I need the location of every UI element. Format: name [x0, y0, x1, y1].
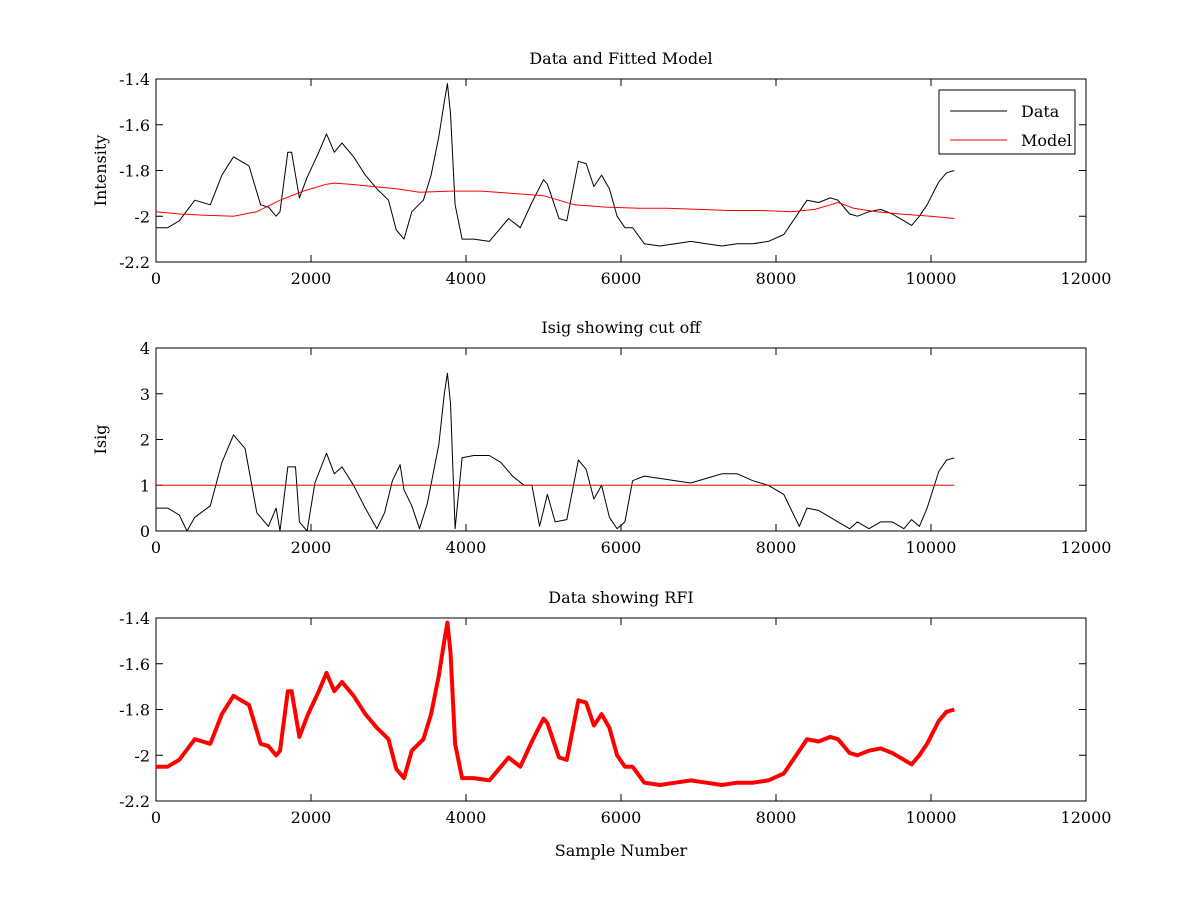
x-tick-label: 8000 [756, 808, 797, 827]
subplot-2: 0 2000 4000 6000 8000 10000 12000 0 1 2 3 4 Isig sho… [91, 318, 1111, 557]
x-tick-label: 10000 [906, 538, 957, 557]
subplot-3: 0 2000 4000 6000 8000 10000 12000 -2.2 -2 -1.8 -1.… [119, 588, 1111, 827]
subplot-title: Isig showing cut off [541, 318, 702, 337]
axes-box [155, 78, 1087, 263]
x-tick-label: 6000 [601, 269, 642, 288]
axes-box [155, 347, 1087, 532]
legend-label-data: Data [1021, 102, 1060, 121]
x-tick-label: 2000 [291, 808, 332, 827]
y-tick-label: -1.6 [119, 116, 150, 135]
y-axis-label: Isig [91, 425, 110, 455]
x-tick-label: 4000 [446, 269, 487, 288]
legend-label-model: Model [1021, 131, 1072, 150]
y-tick-label: 2 [140, 431, 150, 450]
x-tick-label: 2000 [291, 269, 332, 288]
x-tick-label: 12000 [1061, 808, 1112, 827]
x-tick-label: 8000 [756, 538, 797, 557]
y-tick-label: -1.8 [119, 701, 150, 720]
y-tick-label: -2.2 [119, 792, 150, 811]
y-tick-label: -1.6 [119, 655, 150, 674]
y-tick-label: 1 [140, 476, 150, 495]
x-tick-label: 4000 [446, 538, 487, 557]
y-tick-label: -2 [134, 207, 150, 226]
x-tick-label: 0 [151, 808, 161, 827]
x-tick-label: 8000 [756, 269, 797, 288]
series-line-1 [156, 372, 955, 531]
figure-xlabel: Sample Number [555, 841, 688, 860]
subplot-title: Data and Fitted Model [529, 49, 712, 68]
y-axis-label: Intensity [91, 135, 110, 207]
series-line-1 [156, 620, 955, 787]
subplot-1: 0 2000 4000 6000 8000 10000 12000 -2.2 -2 -1.8 -1.… [91, 49, 1111, 288]
series-line-model [156, 182, 955, 219]
x-tick-label: 10000 [906, 269, 957, 288]
x-tick-label: 6000 [601, 538, 642, 557]
y-tick-label: -1.4 [119, 70, 150, 89]
legend-box [938, 89, 1076, 155]
x-tick-label: 2000 [291, 538, 332, 557]
y-tick-label: -2.2 [119, 253, 150, 272]
y-tick-label: 0 [140, 522, 150, 541]
y-tick-label: -1.8 [119, 162, 150, 181]
x-tick-label: 10000 [906, 808, 957, 827]
x-tick-label: 0 [151, 269, 161, 288]
x-tick-label: 0 [151, 538, 161, 557]
y-tick-label: 4 [140, 339, 150, 358]
y-tick-label: 3 [140, 385, 150, 404]
y-tick-label: -1.4 [119, 609, 150, 628]
series-line-data [156, 83, 955, 247]
x-tick-label: 4000 [446, 808, 487, 827]
x-tick-label: 6000 [601, 808, 642, 827]
y-tick-label: -2 [134, 746, 150, 765]
subplot-title: Data showing RFI [548, 588, 693, 607]
x-tick-label: 12000 [1061, 269, 1112, 288]
x-tick-label: 12000 [1061, 538, 1112, 557]
plots-container: 0 2000 4000 6000 8000 10000 12000-2.2-2-1.8-1.… [91, 49, 1111, 827]
legend: Data Model [938, 89, 1076, 155]
